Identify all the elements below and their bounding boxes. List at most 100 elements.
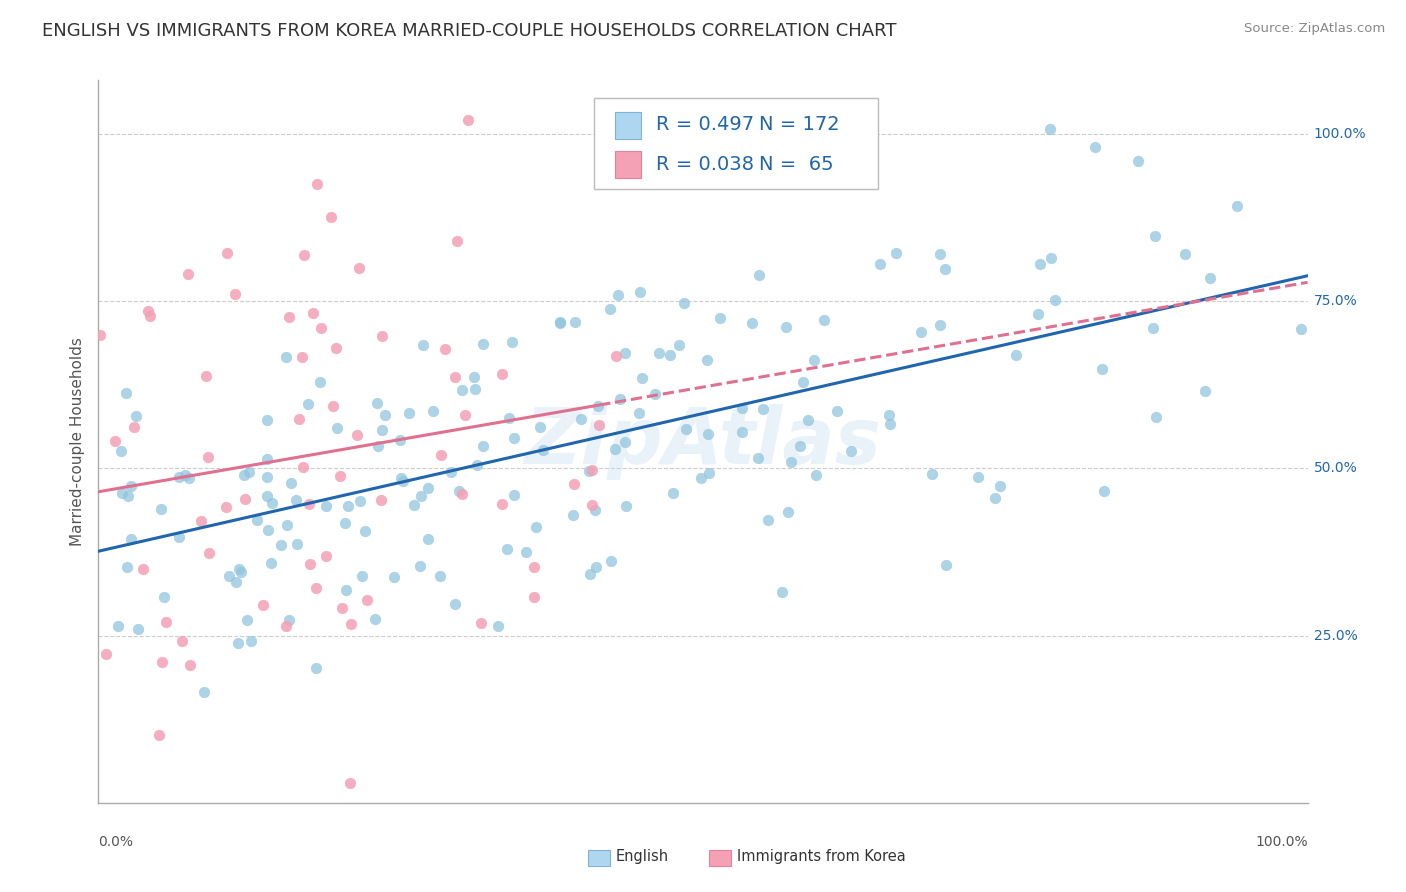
Point — [564, 316, 586, 330]
Point — [472, 337, 495, 351]
Point — [374, 409, 396, 423]
Text: Source: ZipAtlas.com: Source: ZipAtlas.com — [1244, 22, 1385, 36]
Point — [928, 318, 950, 333]
Point — [285, 493, 308, 508]
Point — [983, 491, 1005, 505]
Point — [416, 533, 439, 547]
Point — [367, 439, 389, 453]
Point — [115, 385, 138, 400]
Bar — [588, 850, 610, 865]
Point — [218, 569, 240, 583]
Point — [548, 317, 571, 331]
Point — [605, 442, 627, 456]
Point — [364, 612, 387, 626]
Point — [884, 245, 907, 260]
Point — [562, 477, 585, 491]
Point — [302, 306, 325, 320]
Point — [581, 463, 603, 477]
Point — [1194, 384, 1216, 399]
Point — [96, 647, 118, 661]
Point — [193, 685, 215, 699]
Point — [804, 468, 827, 483]
Point — [153, 591, 176, 605]
Point — [588, 418, 610, 433]
Point — [877, 408, 900, 422]
Point — [813, 312, 835, 326]
Point — [450, 487, 472, 501]
Bar — [709, 850, 731, 865]
Bar — [614, 112, 641, 139]
Point — [139, 310, 162, 324]
Point — [599, 302, 621, 317]
Text: 100.0%: 100.0% — [1256, 835, 1308, 849]
Text: R = 0.038: R = 0.038 — [655, 155, 754, 174]
Point — [172, 634, 194, 648]
Point — [256, 524, 278, 538]
Point — [409, 559, 432, 574]
Point — [648, 346, 671, 360]
Point — [1084, 140, 1107, 154]
Point — [190, 514, 212, 528]
Point — [197, 450, 219, 464]
Point — [148, 728, 170, 742]
Point — [1226, 199, 1249, 213]
Point — [495, 542, 517, 557]
Point — [291, 350, 314, 364]
Point — [803, 353, 825, 368]
Point — [229, 565, 252, 579]
Point — [104, 434, 127, 449]
Point — [239, 634, 262, 648]
Point — [747, 451, 769, 466]
Point — [498, 411, 520, 425]
Point — [315, 549, 337, 563]
Point — [409, 489, 432, 503]
Text: English: English — [616, 849, 669, 864]
Point — [195, 368, 218, 383]
Point — [276, 619, 298, 633]
Point — [1090, 362, 1112, 376]
Point — [174, 467, 197, 482]
Point — [277, 310, 299, 324]
Point — [292, 460, 315, 475]
Point — [305, 661, 328, 675]
Point — [226, 636, 249, 650]
Point — [125, 409, 148, 423]
Point — [340, 617, 363, 632]
Point — [329, 469, 352, 483]
Point — [770, 585, 793, 599]
Point — [276, 518, 298, 533]
Point — [628, 285, 651, 299]
Point — [309, 375, 332, 389]
Point — [879, 417, 901, 431]
Point — [869, 257, 891, 271]
Point — [1040, 252, 1063, 266]
Point — [132, 562, 155, 576]
Point — [501, 334, 523, 349]
Text: ENGLISH VS IMMIGRANTS FROM KOREA MARRIED-COUPLE HOUSEHOLDS CORRELATION CHART: ENGLISH VS IMMIGRANTS FROM KOREA MARRIED… — [42, 22, 897, 40]
Point — [412, 338, 434, 352]
Point — [1039, 122, 1062, 136]
Point — [120, 479, 142, 493]
Text: 75.0%: 75.0% — [1313, 294, 1357, 308]
Point — [470, 615, 492, 630]
Point — [491, 368, 513, 382]
Point — [177, 471, 200, 485]
Point — [613, 434, 636, 449]
Point — [613, 346, 636, 360]
Point — [599, 554, 621, 568]
Point — [797, 413, 820, 427]
Point — [217, 245, 239, 260]
Point — [233, 491, 256, 506]
Point — [422, 404, 444, 418]
Point — [1029, 257, 1052, 271]
Point — [789, 439, 811, 453]
Point — [457, 113, 479, 128]
Point — [1199, 271, 1222, 285]
Point — [675, 422, 697, 436]
Point — [631, 370, 654, 384]
Point — [569, 412, 592, 426]
Point — [429, 569, 451, 583]
Point — [1142, 321, 1164, 335]
Point — [197, 546, 219, 560]
Point — [402, 498, 425, 512]
